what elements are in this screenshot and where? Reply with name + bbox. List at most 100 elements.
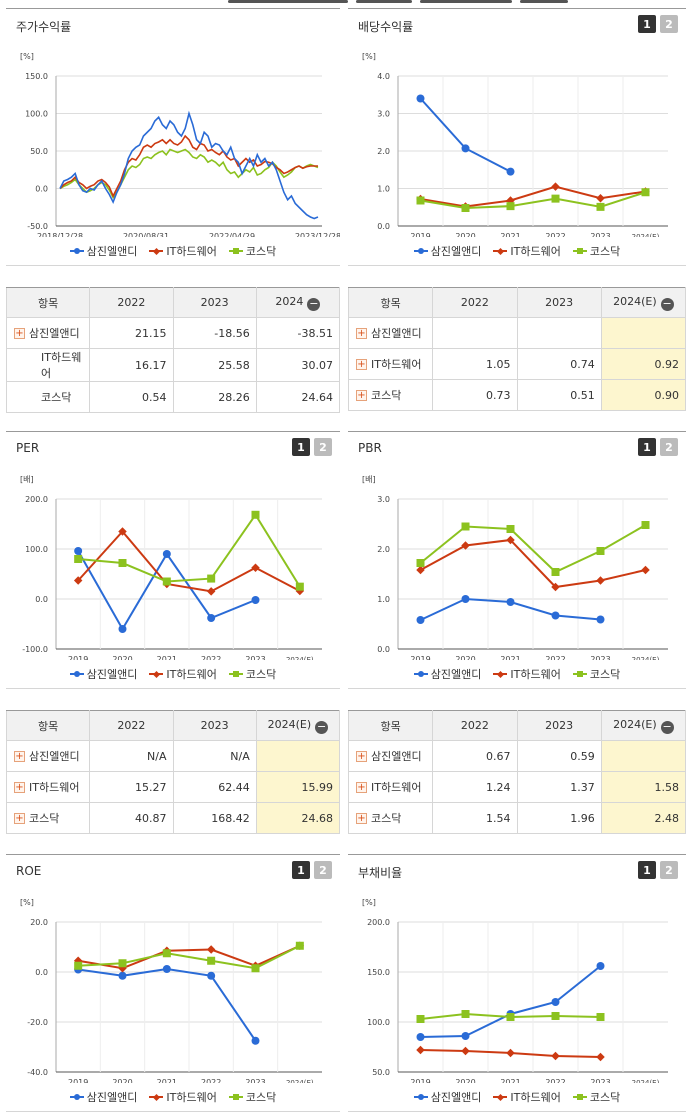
legend-item[interactable]: IT하드웨어 bbox=[149, 1089, 217, 1105]
row-label[interactable]: + 코스닥 bbox=[347, 379, 434, 411]
data-point bbox=[207, 971, 216, 980]
expand-icon[interactable]: + bbox=[356, 390, 367, 401]
legend-item[interactable]: 삼진엘앤디 bbox=[413, 1089, 481, 1105]
row-label[interactable]: + 삼진엘앤디 bbox=[347, 317, 434, 349]
row-name: 코스닥 bbox=[371, 389, 402, 402]
y-tick-label: -40.0 bbox=[27, 1068, 48, 1077]
tab-2[interactable]: 2 bbox=[314, 438, 332, 456]
collapse-icon[interactable]: − bbox=[315, 719, 329, 734]
row-label[interactable]: + IT하드웨어 bbox=[347, 771, 434, 803]
expand-icon[interactable]: + bbox=[356, 782, 367, 793]
tab-1[interactable]: 1 bbox=[292, 438, 310, 456]
tab-1[interactable]: 1 bbox=[292, 861, 310, 879]
expand-icon[interactable]: + bbox=[14, 782, 25, 793]
legend-item[interactable]: IT하드웨어 bbox=[493, 243, 561, 259]
x-tick-label: 2021 bbox=[500, 1078, 520, 1083]
header-label: 2023 bbox=[545, 719, 574, 732]
expand-icon[interactable]: + bbox=[14, 328, 25, 339]
collapse-icon[interactable]: − bbox=[307, 296, 321, 311]
column-header: 2024(E) − bbox=[600, 287, 687, 318]
row-label[interactable]: + 코스닥 bbox=[347, 802, 434, 834]
row-name: 코스닥 bbox=[41, 391, 72, 404]
legend-item[interactable]: 코스닥 bbox=[572, 666, 620, 682]
x-tick-label: 2020 bbox=[455, 1078, 475, 1083]
legend-label: 삼진엘앤디 bbox=[86, 1091, 138, 1104]
series-line bbox=[419, 97, 511, 173]
series-line bbox=[59, 134, 318, 198]
y-tick-label: 150.0 bbox=[367, 968, 390, 977]
table-row: 코스닥 0.54 28.26 24.64 bbox=[5, 381, 341, 413]
row-name: 삼진엘앤디 bbox=[29, 750, 80, 763]
legend-item[interactable]: 코스닥 bbox=[228, 1089, 276, 1105]
data-point bbox=[461, 541, 470, 550]
tab-1[interactable]: 1 bbox=[638, 438, 656, 456]
legend-item[interactable]: 코스닥 bbox=[572, 1089, 620, 1105]
x-tick-label: 2022 bbox=[201, 1078, 221, 1083]
chart-title: PBR bbox=[358, 441, 382, 455]
table-cell: N/A bbox=[89, 740, 174, 772]
tab-1[interactable]: 1 bbox=[638, 15, 656, 33]
x-tick-label: 2019 bbox=[68, 655, 88, 660]
table-cell: 25.58 bbox=[172, 348, 257, 382]
legend-item[interactable]: IT하드웨어 bbox=[493, 666, 561, 682]
header-label: 2022 bbox=[460, 296, 489, 309]
tab-group: 1 2 bbox=[638, 861, 678, 879]
data-point bbox=[461, 1046, 470, 1056]
y-unit-label: [%] bbox=[20, 898, 34, 907]
collapse-icon[interactable]: − bbox=[660, 296, 674, 311]
legend-item[interactable]: IT하드웨어 bbox=[149, 243, 217, 259]
x-tick-label: 2024(E) bbox=[286, 656, 314, 660]
table-cell: 0.67 bbox=[432, 740, 518, 772]
header-label: 2023 bbox=[545, 296, 574, 309]
chart-debt-ratio: [%] 200.0 150.0 100.0 50.0 2019 2020 2021 2022 20… bbox=[362, 898, 668, 1083]
legend-item[interactable]: 삼진엘앤디 bbox=[69, 666, 138, 682]
tab-2[interactable]: 2 bbox=[660, 861, 678, 879]
legend-item[interactable]: 삼진엘앤디 bbox=[69, 1089, 138, 1105]
expand-icon[interactable]: + bbox=[356, 813, 367, 824]
expand-icon[interactable]: + bbox=[14, 751, 25, 762]
legend-label: 코스닥 bbox=[245, 245, 277, 258]
tab-1[interactable]: 1 bbox=[638, 861, 656, 879]
row-label[interactable]: + 삼진엘앤디 bbox=[347, 740, 434, 772]
legend-item[interactable]: IT하드웨어 bbox=[149, 666, 217, 682]
y-tick-label: 2.0 bbox=[377, 545, 390, 554]
table-cell: 0.74 bbox=[516, 348, 602, 380]
header-label: 2024(E) bbox=[613, 294, 657, 308]
legend-item[interactable]: IT하드웨어 bbox=[493, 1089, 561, 1105]
row-label[interactable]: + 코스닥 bbox=[5, 802, 91, 834]
table-row: + IT하드웨어 15.27 62.44 15.99 bbox=[5, 771, 341, 803]
collapse-icon[interactable]: − bbox=[660, 719, 674, 734]
legend-item[interactable]: 삼진엘앤디 bbox=[69, 243, 137, 259]
x-tick-label: 2024(E) bbox=[632, 656, 660, 660]
data-point bbox=[162, 949, 171, 958]
data-point bbox=[162, 577, 171, 586]
legend-item[interactable]: 삼진엘앤디 bbox=[413, 243, 481, 259]
expand-icon[interactable]: + bbox=[14, 813, 25, 824]
row-label[interactable]: + 삼진엘앤디 bbox=[5, 317, 91, 349]
expand-icon[interactable]: + bbox=[356, 359, 367, 370]
series-line bbox=[420, 538, 646, 589]
y-tick-label: -20.0 bbox=[27, 1018, 48, 1027]
legend-label: 삼진엘앤디 bbox=[86, 668, 138, 681]
legend-item[interactable]: 코스닥 bbox=[228, 666, 276, 682]
legend-item[interactable]: 코스닥 bbox=[572, 243, 620, 259]
tab-2[interactable]: 2 bbox=[314, 861, 332, 879]
data-point bbox=[596, 1013, 605, 1021]
legend-label: IT하드웨어 bbox=[510, 1091, 561, 1104]
legend-label: IT하드웨어 bbox=[166, 245, 217, 258]
expand-icon[interactable]: + bbox=[356, 751, 367, 762]
panel-debt-ratio: 부채비율 1 2 [%] 200.0 150.0 100.0 50.0 2019 2020 2… bbox=[348, 854, 686, 1112]
row-label[interactable]: + 삼진엘앤디 bbox=[5, 740, 91, 772]
expand-icon[interactable]: + bbox=[356, 328, 367, 339]
tab-2[interactable]: 2 bbox=[660, 15, 678, 33]
diamond-marker-icon bbox=[493, 1093, 508, 1101]
row-label[interactable]: + IT하드웨어 bbox=[347, 348, 434, 380]
tab-2[interactable]: 2 bbox=[660, 438, 678, 456]
x-tick-label: 2023 bbox=[590, 1078, 610, 1083]
legend-item[interactable]: 삼진엘앤디 bbox=[413, 666, 481, 682]
row-label[interactable]: + IT하드웨어 bbox=[5, 771, 91, 803]
y-tick-label: 100.0 bbox=[367, 1018, 390, 1027]
legend-item[interactable]: 코스닥 bbox=[228, 243, 277, 259]
y-tick-label: -50.0 bbox=[27, 222, 48, 231]
header-label: 2022 bbox=[117, 296, 146, 309]
